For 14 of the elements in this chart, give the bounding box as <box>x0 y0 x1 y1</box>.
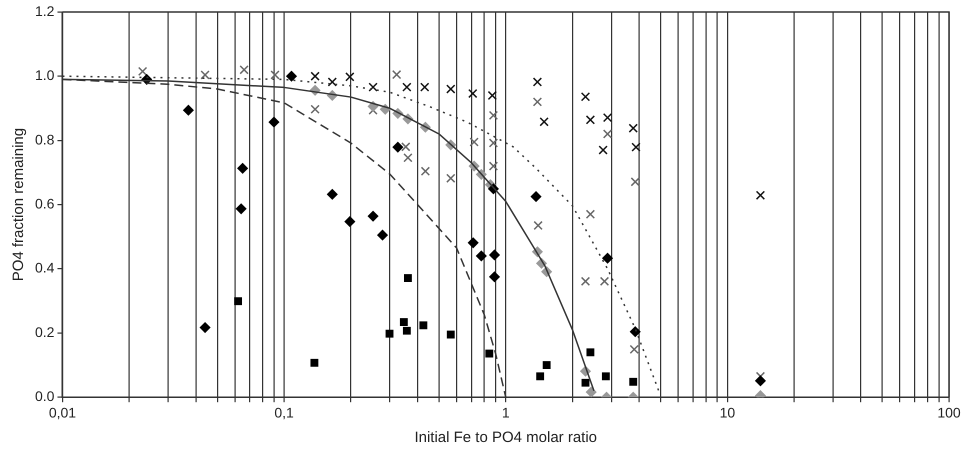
y-axis-title: PO4 fraction remaining <box>10 128 28 282</box>
x-axis-title: Initial Fe to PO4 molar ratio <box>414 429 598 446</box>
y-tick-label: 1.0 <box>34 67 55 84</box>
y-tick-label: 0.6 <box>34 195 55 212</box>
y-tick-label: 0.0 <box>34 388 55 404</box>
x-tick-label: 1 <box>502 404 510 420</box>
y-tick-label: 0.4 <box>34 260 55 276</box>
y-tick-label: 1.2 <box>34 2 55 19</box>
x-tick-label: 0,1 <box>274 404 294 420</box>
x-tick-label: 0,01 <box>48 404 76 420</box>
y-tick-label: 0.8 <box>34 131 55 148</box>
x-tick-label: 10 <box>720 404 736 420</box>
x-tick-label: 100 <box>937 404 961 420</box>
y-tick-label: 0.2 <box>34 324 55 340</box>
